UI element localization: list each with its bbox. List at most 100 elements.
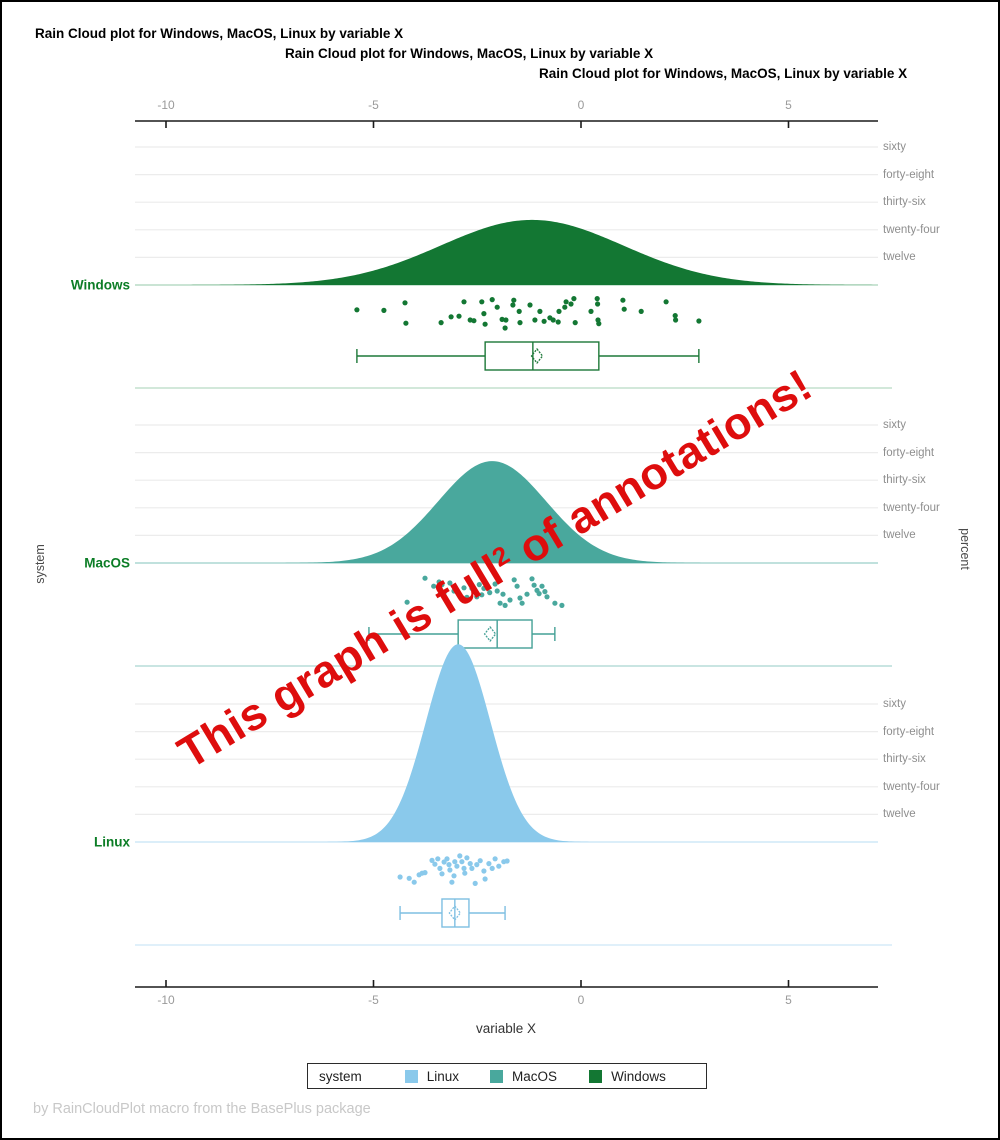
rain-point: [397, 874, 403, 880]
rain-point: [447, 580, 453, 586]
legend-swatch: [490, 1069, 504, 1083]
rain-point: [511, 577, 517, 583]
rain-point: [411, 879, 417, 885]
rain-point: [404, 599, 410, 605]
rain-point: [454, 863, 460, 869]
rain-point: [403, 320, 409, 326]
rain-point: [556, 308, 562, 314]
rain-point: [517, 320, 523, 326]
rain-point: [529, 576, 535, 582]
rain-point: [474, 594, 480, 600]
rain-point: [381, 307, 387, 313]
rain-point: [451, 873, 457, 879]
mean-diamond: [530, 347, 544, 365]
rain-point: [481, 585, 487, 592]
rain-point: [555, 319, 561, 325]
rain-point: [489, 297, 495, 303]
rain-point: [638, 308, 644, 314]
rain-point: [486, 861, 492, 867]
rain-point: [476, 582, 482, 588]
rain-point: [432, 861, 438, 867]
rain-point: [537, 308, 543, 314]
rain-point: [482, 876, 488, 882]
rain-point: [422, 575, 428, 581]
legend-swatch: [589, 1069, 603, 1083]
rain-point: [571, 296, 577, 302]
rain-point: [447, 867, 453, 873]
rain-point: [441, 590, 447, 596]
rain-point: [429, 857, 435, 864]
mean-diamond: [483, 625, 497, 643]
rain-point: [477, 858, 483, 864]
rain-point: [354, 307, 360, 313]
y-axis-title-right: percent: [958, 528, 972, 570]
rain-point: [496, 863, 502, 869]
rain-point: [472, 880, 478, 887]
rain-point: [550, 317, 556, 323]
rain-point: [596, 321, 602, 327]
legend-item-linux: Linux: [404, 1068, 460, 1084]
rain-point: [444, 856, 450, 862]
rain-point: [481, 868, 487, 874]
legend-title: system: [319, 1068, 362, 1084]
chart-title-2: Rain Cloud plot for Windows, MacOS, Linu…: [285, 46, 654, 61]
rain-point: [452, 859, 458, 865]
chart-title-1: Rain Cloud plot for Windows, MacOS, Linu…: [35, 26, 404, 41]
rain-point: [497, 600, 503, 606]
rain-point: [663, 299, 669, 305]
rain-point: [492, 581, 498, 587]
rain-point: [494, 304, 500, 310]
rain-point: [494, 588, 500, 594]
rain-point: [536, 591, 542, 597]
rain-point: [464, 855, 470, 861]
footnote: by RainCloudPlot macro from the BasePlus…: [33, 1101, 371, 1117]
y-axis-title-left: system: [33, 544, 47, 584]
rain-point: [595, 301, 601, 307]
rain-point: [459, 859, 465, 865]
rain-point: [502, 602, 508, 609]
rain-point: [474, 862, 480, 868]
rain-point: [504, 858, 510, 864]
rain-point: [503, 317, 509, 323]
rain-point: [511, 297, 517, 303]
rain-point: [489, 865, 495, 872]
rain-point: [481, 311, 487, 317]
legend-item-macos: MacOS: [490, 1069, 557, 1084]
rain-point: [507, 597, 513, 603]
rain-point: [464, 594, 470, 601]
rain-point: [588, 308, 594, 314]
rain-point: [461, 585, 467, 591]
rain-point: [479, 592, 485, 598]
rain-point: [461, 865, 467, 872]
legend: system Linux MacOS Windows: [307, 1063, 707, 1089]
mean-diamond: [448, 904, 462, 922]
rain-point: [437, 865, 443, 872]
rain-point: [502, 325, 508, 331]
legend-items: Linux MacOS Windows: [362, 1069, 666, 1084]
legend-item-windows: Windows: [589, 1069, 666, 1084]
rain-point: [594, 296, 600, 302]
rain-point: [435, 856, 441, 862]
density-macos: [135, 461, 878, 563]
rain-point: [621, 306, 627, 312]
rain-point: [532, 317, 538, 323]
rain-point: [451, 588, 457, 594]
rain-point: [544, 594, 550, 600]
density-windows: [135, 219, 878, 285]
rain-point: [469, 865, 475, 872]
rain-point: [563, 299, 569, 305]
rain-point: [542, 589, 548, 595]
rain-point: [500, 591, 506, 597]
rain-point: [620, 297, 626, 303]
rain-point: [539, 583, 545, 589]
rain-point: [673, 317, 679, 323]
rain-point: [519, 600, 525, 606]
rain-point: [514, 583, 520, 589]
legend-item-label: Linux: [426, 1068, 460, 1084]
rain-point: [672, 313, 678, 319]
rain-point: [469, 585, 475, 592]
legend-item-label: MacOS: [512, 1068, 558, 1084]
rain-point: [462, 870, 468, 876]
box: [484, 341, 600, 371]
